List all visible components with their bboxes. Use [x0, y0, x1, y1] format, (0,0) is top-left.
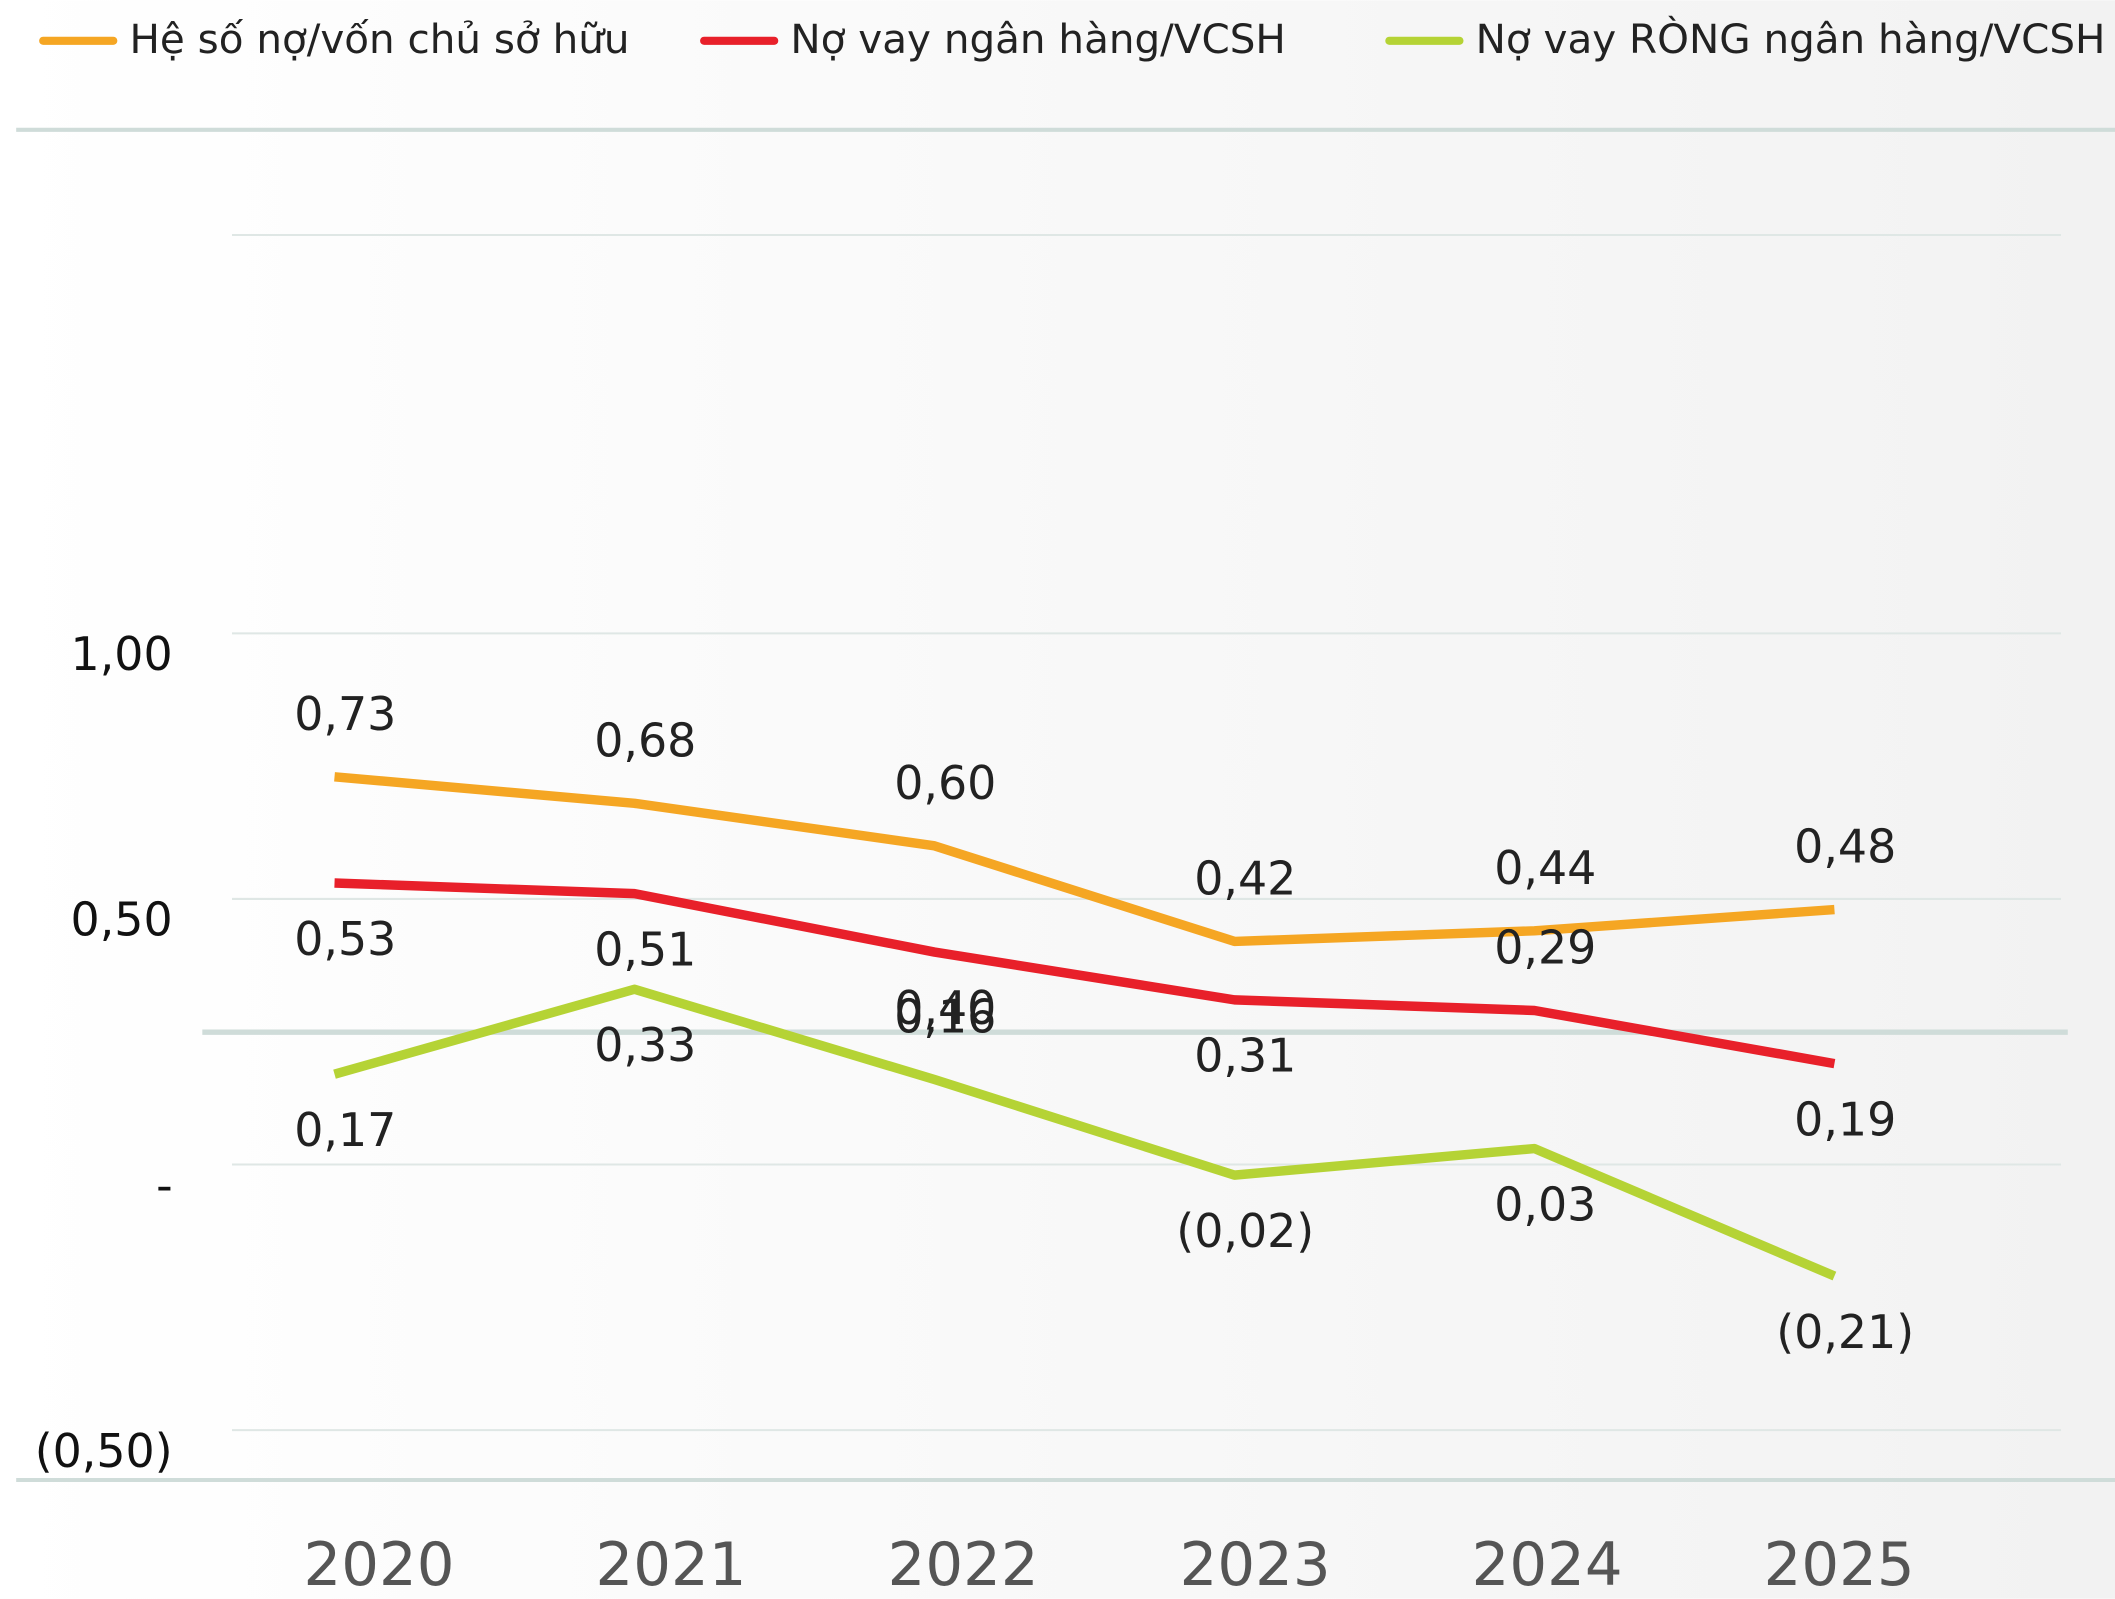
data-label: 0,40	[894, 981, 996, 1035]
x-tick-label: 2021	[596, 1530, 747, 1599]
data-label: (0,21)	[1776, 1305, 1914, 1359]
data-label: 0,31	[1194, 1029, 1296, 1083]
data-label: 0,68	[594, 713, 696, 767]
y-tick-label: 0,50	[71, 893, 173, 947]
data-label: 0,29	[1494, 921, 1596, 975]
x-tick-label: 2020	[304, 1530, 455, 1599]
legend-label: Nợ vay ngân hàng/VCSH	[790, 15, 1285, 63]
data-label: 0,33	[594, 1018, 696, 1072]
data-label: 0,60	[894, 756, 996, 810]
data-label: 0,48	[1794, 820, 1896, 874]
y-tick-label: -	[156, 1158, 173, 1212]
series-line	[333, 984, 1837, 1281]
y-tick-label: 1,00	[71, 627, 173, 681]
y-tick-label: (0,50)	[35, 1424, 173, 1478]
series-line	[334, 772, 1835, 947]
data-label: 0,16	[894, 990, 996, 1044]
data-label: 0,53	[294, 912, 396, 966]
legend-label: Nợ vay RÒNG ngân hàng/VCSH	[1476, 15, 2106, 63]
x-tick-label: 2025	[1764, 1530, 1915, 1599]
data-label: 0,19	[1794, 1092, 1896, 1146]
data-label: 0,17	[294, 1103, 396, 1157]
data-label: 0,03	[1494, 1177, 1596, 1231]
legend-label: Hệ số nợ/vốn chủ sở hữu	[129, 15, 629, 63]
data-label: 0,51	[594, 922, 696, 976]
data-label: 0,44	[1494, 841, 1596, 895]
data-label: (0,02)	[1176, 1204, 1314, 1258]
x-tick-label: 2023	[1180, 1530, 1331, 1599]
series-line	[334, 878, 1836, 1069]
data-label: 0,73	[294, 687, 396, 741]
x-tick-label: 2022	[888, 1530, 1039, 1599]
data-label: 0,42	[1194, 852, 1296, 906]
x-tick-label: 2024	[1472, 1530, 1623, 1599]
